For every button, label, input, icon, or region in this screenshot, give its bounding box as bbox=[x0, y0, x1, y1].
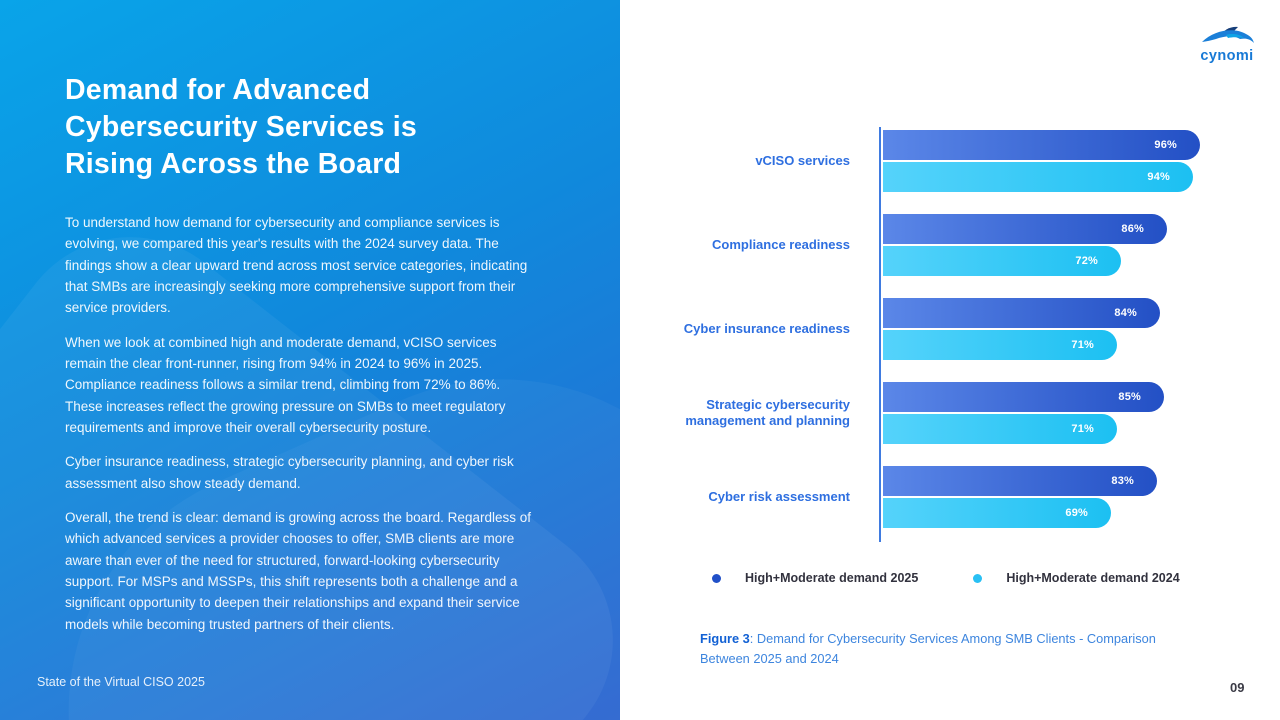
figure-label: Figure 3 bbox=[700, 631, 750, 646]
bar-High+Moderate demand 2024: 94% bbox=[883, 162, 1193, 192]
chart-legend: High+Moderate demand 2025 High+Moderate d… bbox=[712, 571, 1180, 585]
bar-value-label: 96% bbox=[1154, 139, 1177, 151]
bar-High+Moderate demand 2025: 84% bbox=[883, 298, 1160, 328]
bar-value-label: 84% bbox=[1114, 307, 1137, 319]
page-title: Demand for Advanced Cybersecurity Servic… bbox=[65, 74, 417, 181]
bar-group: 86% 72% bbox=[883, 214, 1220, 276]
legend-label: High+Moderate demand 2025 bbox=[745, 571, 919, 585]
bar-High+Moderate demand 2025: 96% bbox=[883, 130, 1200, 160]
figure-caption: Figure 3: Demand for Cybersecurity Servi… bbox=[700, 629, 1208, 670]
bar-value-label: 69% bbox=[1065, 507, 1088, 519]
chart-row: vCISO services 96% 94% bbox=[660, 130, 1220, 192]
paragraph: To understand how demand for cybersecuri… bbox=[65, 215, 528, 316]
legend-item: High+Moderate demand 2024 bbox=[973, 571, 1180, 585]
left-panel: Demand for Advanced Cybersecurity Servic… bbox=[0, 0, 620, 720]
paragraph: When we look at combined high and modera… bbox=[65, 334, 506, 435]
figure-text: : Demand for Cybersecurity Services Amon… bbox=[700, 631, 1156, 667]
page-number: 09 bbox=[1230, 680, 1245, 695]
bar-value-label: 85% bbox=[1118, 391, 1141, 403]
bar-High+Moderate demand 2025: 86% bbox=[883, 214, 1167, 244]
category-label: Compliance readiness bbox=[712, 236, 850, 252]
chart-row: Compliance readiness 86% 72% bbox=[660, 214, 1220, 276]
chart-row: Strategic cybersecurity management and p… bbox=[660, 382, 1220, 444]
legend-dot-icon bbox=[712, 573, 721, 583]
paragraph: Overall, the trend is clear: demand is g… bbox=[65, 509, 531, 632]
bar-High+Moderate demand 2024: 72% bbox=[883, 246, 1121, 276]
category-label: Cyber insurance readiness bbox=[683, 320, 850, 336]
chart-rows: vCISO services 96% 94% Compliance readiness… bbox=[660, 127, 1220, 542]
logo-wordmark: cynomi bbox=[1200, 48, 1254, 64]
bar-value-label: 83% bbox=[1111, 475, 1134, 487]
category-label: vCISO services bbox=[755, 152, 850, 168]
bar-value-label: 71% bbox=[1071, 339, 1094, 351]
paragraph: Cyber insurance readiness, strategic cyb… bbox=[65, 454, 514, 491]
chart-row: Cyber insurance readiness 84% 71% bbox=[660, 298, 1220, 360]
body-text: To understand how demand for cybersecuri… bbox=[65, 212, 540, 648]
bar-value-label: 86% bbox=[1121, 223, 1144, 235]
legend-item: High+Moderate demand 2025 bbox=[712, 571, 918, 585]
bar-group: 96% 94% bbox=[883, 130, 1220, 192]
bar-chart: vCISO services 96% 94% Compliance readiness… bbox=[660, 127, 1220, 542]
legend-dot-icon bbox=[973, 573, 983, 583]
bar-group: 83% 69% bbox=[883, 466, 1220, 528]
legend-label: High+Moderate demand 2024 bbox=[1006, 571, 1180, 585]
manta-ray-icon bbox=[1202, 26, 1254, 43]
bar-High+Moderate demand 2024: 71% bbox=[883, 330, 1117, 360]
bar-High+Moderate demand 2024: 71% bbox=[883, 414, 1117, 444]
bar-High+Moderate demand 2025: 83% bbox=[883, 466, 1157, 496]
category-label: Cyber risk assessment bbox=[708, 488, 850, 504]
bar-value-label: 94% bbox=[1147, 171, 1170, 183]
bar-value-label: 71% bbox=[1071, 423, 1094, 435]
bar-value-label: 72% bbox=[1075, 255, 1098, 267]
bar-High+Moderate demand 2024: 69% bbox=[883, 498, 1111, 528]
cynomi-logo: cynomi bbox=[1196, 26, 1258, 64]
bar-High+Moderate demand 2025: 85% bbox=[883, 382, 1164, 412]
chart-row: Cyber risk assessment 83% 69% bbox=[660, 466, 1220, 528]
category-label: Strategic cybersecurity management and p… bbox=[685, 396, 850, 428]
bar-group: 85% 71% bbox=[883, 382, 1220, 444]
report-footer: State of the Virtual CISO 2025 bbox=[37, 675, 205, 689]
bar-group: 84% 71% bbox=[883, 298, 1220, 360]
